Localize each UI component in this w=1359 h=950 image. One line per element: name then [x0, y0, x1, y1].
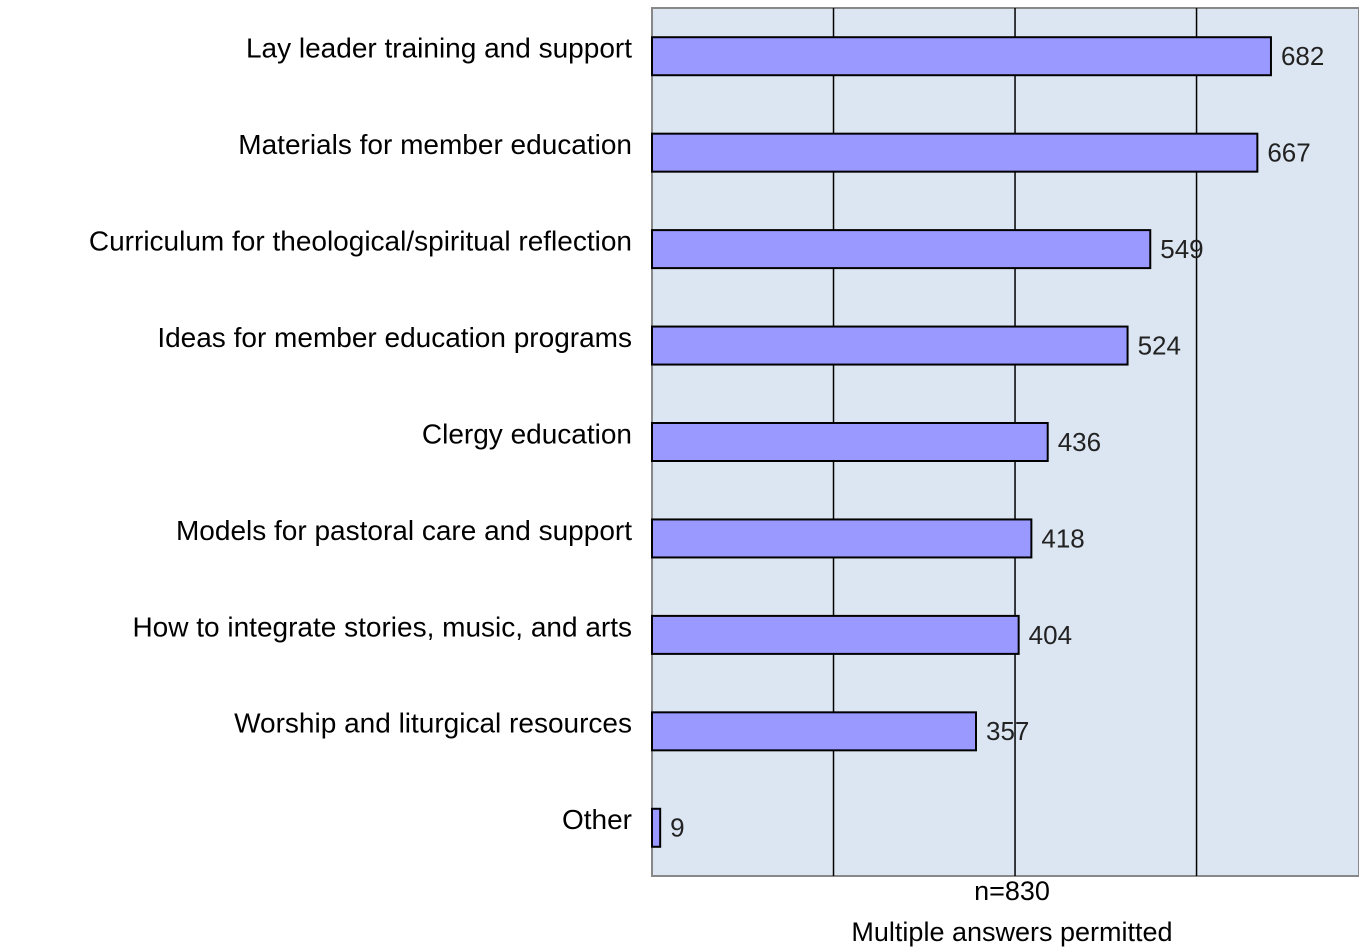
category-label: Curriculum for theological/spiritual ref… [89, 226, 632, 257]
bar [651, 614, 1020, 655]
value-label: 418 [1041, 523, 1084, 553]
value-label: 524 [1138, 330, 1181, 360]
category-label: Worship and liturgical resources [234, 708, 632, 739]
category-label: Other [562, 804, 632, 835]
bar [651, 518, 1033, 559]
category-label: How to integrate stories, music, and art… [132, 611, 632, 642]
category-label: Models for pastoral care and support [176, 515, 632, 546]
value-label: 549 [1160, 234, 1203, 264]
category-label: Lay leader training and support [246, 33, 632, 64]
bar [651, 422, 1049, 462]
category-label: Materials for member education [238, 129, 632, 160]
value-label: 357 [986, 716, 1029, 746]
value-label: 667 [1267, 138, 1310, 168]
bar [651, 711, 978, 752]
bar [651, 807, 662, 848]
sample-size-note: n=830 [974, 876, 1050, 906]
bar [651, 36, 1272, 77]
value-label: 9 [670, 813, 684, 843]
category-label: Ideas for member education programs [157, 322, 632, 353]
value-label: 682 [1281, 41, 1324, 71]
value-label: 404 [1029, 620, 1072, 650]
footnote: Multiple answers permitted [851, 917, 1172, 947]
value-label: 436 [1058, 427, 1101, 457]
bar [651, 132, 1259, 173]
bar [651, 229, 1152, 270]
category-label: Clergy education [422, 418, 632, 449]
bar [651, 325, 1129, 366]
